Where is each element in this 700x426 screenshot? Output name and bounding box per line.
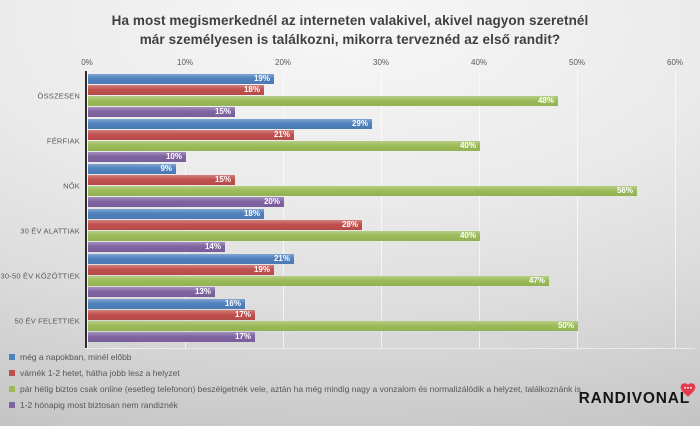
bar-value-label: 19% — [253, 74, 270, 83]
gridline — [381, 71, 382, 348]
bar-3-30-v-alattiak: 40% — [88, 231, 480, 241]
legend-marker — [9, 370, 15, 376]
bar-3-f-rfiak: 40% — [88, 141, 480, 151]
heart-icon — [680, 383, 696, 397]
bar-1-n-k: 9% — [88, 164, 176, 174]
bar-1-30-v-alattiak: 18% — [88, 209, 264, 219]
bar-3--sszesen: 48% — [88, 96, 558, 106]
x-axis-tick-label: 0% — [81, 58, 93, 67]
gridline — [479, 71, 480, 348]
bar-value-label: 28% — [341, 220, 358, 229]
bar-value-label: 9% — [160, 164, 172, 173]
bar-value-label: 17% — [234, 332, 251, 341]
bar-value-label: 19% — [253, 265, 270, 274]
category-label: 30 ÉV ALATTIAK — [20, 226, 80, 235]
legend-marker — [9, 386, 15, 392]
x-axis-tick-label: 50% — [568, 58, 586, 67]
gridline — [87, 71, 88, 348]
legend-item: 1-2 hónapig most biztosan nem randiznék — [9, 400, 581, 416]
x-axis-tick-label: 40% — [470, 58, 488, 67]
chart-title: Ha most megismerkednél az interneten val… — [0, 11, 700, 49]
category-label: 50 ÉV FELETTIEK — [14, 316, 80, 325]
bar-value-label: 40% — [459, 141, 476, 150]
gridline — [577, 71, 578, 348]
bar-value-label: 13% — [194, 287, 211, 296]
bar-4--sszesen: 15% — [88, 107, 235, 117]
bar-2-f-rfiak: 21% — [88, 130, 294, 140]
chart-title-line-2: már személyesen is találkozni, mikorra t… — [139, 32, 561, 47]
randivonal-logo-text: RANDIVONAL — [578, 390, 690, 407]
bar-value-label: 16% — [224, 299, 241, 308]
legend-label: várnék 1-2 hetet, hátha jobb lesz a hely… — [20, 368, 180, 378]
bar-value-label: 56% — [616, 186, 633, 195]
bar-3-50-v-felettiek: 50% — [88, 321, 578, 331]
bar-3-30-50-v-k-z-ttiek: 47% — [88, 276, 549, 286]
bar-value-label: 18% — [243, 85, 260, 94]
bar-value-label: 21% — [273, 254, 290, 263]
legend-marker — [9, 354, 15, 360]
bar-2-30-v-alattiak: 28% — [88, 220, 362, 230]
category-label: NŐK — [63, 181, 80, 190]
bar-2-n-k: 15% — [88, 175, 235, 185]
bar-value-label: 20% — [263, 197, 280, 206]
bar-value-label: 50% — [557, 321, 574, 330]
bar-3-n-k: 56% — [88, 186, 637, 196]
bar-2-30-50-v-k-z-ttiek: 19% — [88, 265, 274, 275]
bar-2--sszesen: 18% — [88, 85, 264, 95]
bar-value-label: 18% — [243, 209, 260, 218]
chart-title-line-1: Ha most megismerkednél az interneten val… — [111, 13, 589, 28]
bar-1-50-v-felettiek: 16% — [88, 299, 245, 309]
bar-1-f-rfiak: 29% — [88, 119, 372, 129]
bar-value-label: 17% — [234, 310, 251, 319]
legend-item: még a napokban, minél előbb — [9, 352, 581, 368]
bar-value-label: 15% — [214, 175, 231, 184]
category-label: ÖSSZESEN — [37, 91, 80, 100]
bar-value-label: 29% — [351, 119, 368, 128]
bar-1--sszesen: 19% — [88, 74, 274, 84]
y-axis-line — [85, 71, 87, 348]
bar-value-label: 48% — [537, 96, 554, 105]
bar-4-30-v-alattiak: 14% — [88, 242, 225, 252]
randivonal-logo: RANDIVONAL — [578, 383, 696, 408]
bar-value-label: 10% — [165, 152, 182, 161]
x-axis-tick-label: 20% — [274, 58, 292, 67]
x-axis-tick-label: 10% — [176, 58, 194, 67]
bar-value-label: 40% — [459, 231, 476, 240]
bar-value-label: 14% — [204, 242, 221, 251]
gridline — [283, 71, 284, 348]
bar-4-f-rfiak: 10% — [88, 152, 186, 162]
bar-4-50-v-felettiek: 17% — [88, 332, 255, 342]
legend-label: 1-2 hónapig most biztosan nem randiznék — [20, 400, 178, 410]
plot-bottom-edge — [85, 348, 695, 349]
category-label: 30-50 ÉV KÖZÖTTIEK — [0, 271, 80, 280]
x-axis-tick-label: 60% — [666, 58, 684, 67]
category-label: FÉRFIAK — [46, 136, 80, 145]
legend-label: még a napokban, minél előbb — [20, 352, 132, 362]
legend-label: pár hétig biztos csak online (esetleg te… — [20, 384, 581, 394]
x-axis-tick-label: 30% — [372, 58, 390, 67]
bar-value-label: 15% — [214, 107, 231, 116]
bar-2-50-v-felettiek: 17% — [88, 310, 255, 320]
legend-item: pár hétig biztos csak online (esetleg te… — [9, 384, 581, 400]
legend-item: várnék 1-2 hetet, hátha jobb lesz a hely… — [9, 368, 581, 384]
bar-value-label: 21% — [273, 130, 290, 139]
legend-marker — [9, 402, 15, 408]
bar-4-30-50-v-k-z-ttiek: 13% — [88, 287, 215, 297]
bar-4-n-k: 20% — [88, 197, 284, 207]
bar-value-label: 47% — [528, 276, 545, 285]
bar-1-30-50-v-k-z-ttiek: 21% — [88, 254, 294, 264]
gridline — [675, 71, 676, 348]
chart-legend: még a napokban, minél előbb várnék 1-2 he… — [9, 352, 581, 416]
